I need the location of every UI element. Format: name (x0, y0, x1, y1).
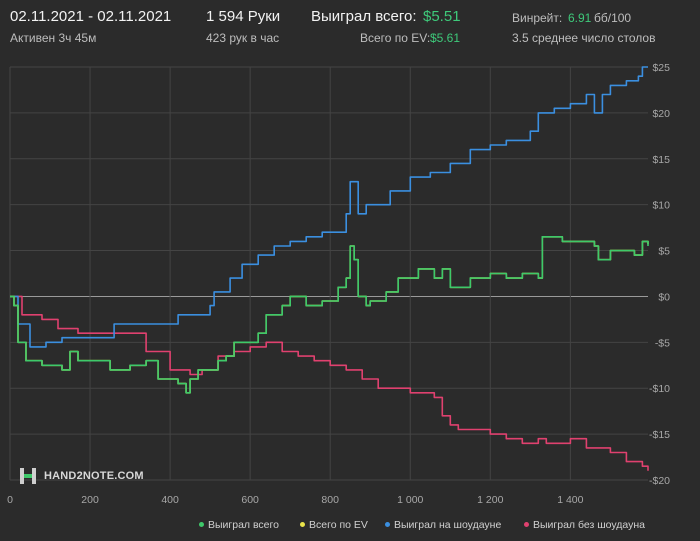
hand2note-logo: HAND2NOTE.COM (18, 466, 148, 488)
series-line-won-total (10, 237, 648, 393)
legend-item-won-total[interactable]: Выиграл всего (199, 519, 279, 531)
x-tick-label: 0 (7, 494, 13, 506)
x-tick-label: 200 (81, 494, 99, 506)
y-tick-label: $0 (658, 291, 670, 303)
y-tick-label: $5 (658, 246, 670, 258)
series-line-non-showdown (10, 296, 648, 470)
series-line-ev-total (10, 237, 648, 393)
legend-dot-ev-total (300, 522, 305, 527)
legend-label-ev-total: Всего по EV (309, 519, 368, 531)
legend-dot-showdown (385, 522, 390, 527)
legend-item-showdown[interactable]: Выиграл на шоудауне (385, 519, 501, 531)
hand2note-logo-icon (18, 466, 38, 486)
x-tick-label: 1 400 (557, 494, 583, 506)
chart-legend: Выиграл всего Всего по EV Выиграл на шоу… (0, 519, 700, 537)
x-tick-label: 800 (321, 494, 339, 506)
legend-item-non-showdown[interactable]: Выиграл без шоудауна (524, 519, 645, 531)
legend-label-won-total: Выиграл всего (208, 519, 279, 531)
y-tick-label: $20 (652, 108, 670, 120)
x-tick-label: 1 000 (397, 494, 423, 506)
x-tick-label: 400 (161, 494, 179, 506)
y-tick-label: -$10 (649, 383, 670, 395)
legend-item-ev-total[interactable]: Всего по EV (300, 519, 368, 531)
x-tick-label: 1 200 (477, 494, 503, 506)
series-line-showdown (10, 67, 648, 347)
y-tick-label: $25 (652, 62, 670, 74)
y-tick-label: -$20 (649, 475, 670, 487)
legend-dot-non-showdown (524, 522, 529, 527)
y-tick-label: $10 (652, 200, 670, 212)
y-tick-label: -$15 (649, 429, 670, 441)
x-tick-label: 600 (241, 494, 259, 506)
y-tick-label: $15 (652, 154, 670, 166)
legend-label-showdown: Выиграл на шоудауне (394, 519, 501, 531)
legend-label-non-showdown: Выиграл без шоудауна (533, 519, 645, 531)
y-tick-label: -$5 (655, 337, 670, 349)
legend-dot-won-total (199, 522, 204, 527)
hand2note-logo-text: HAND2NOTE.COM (44, 470, 144, 482)
